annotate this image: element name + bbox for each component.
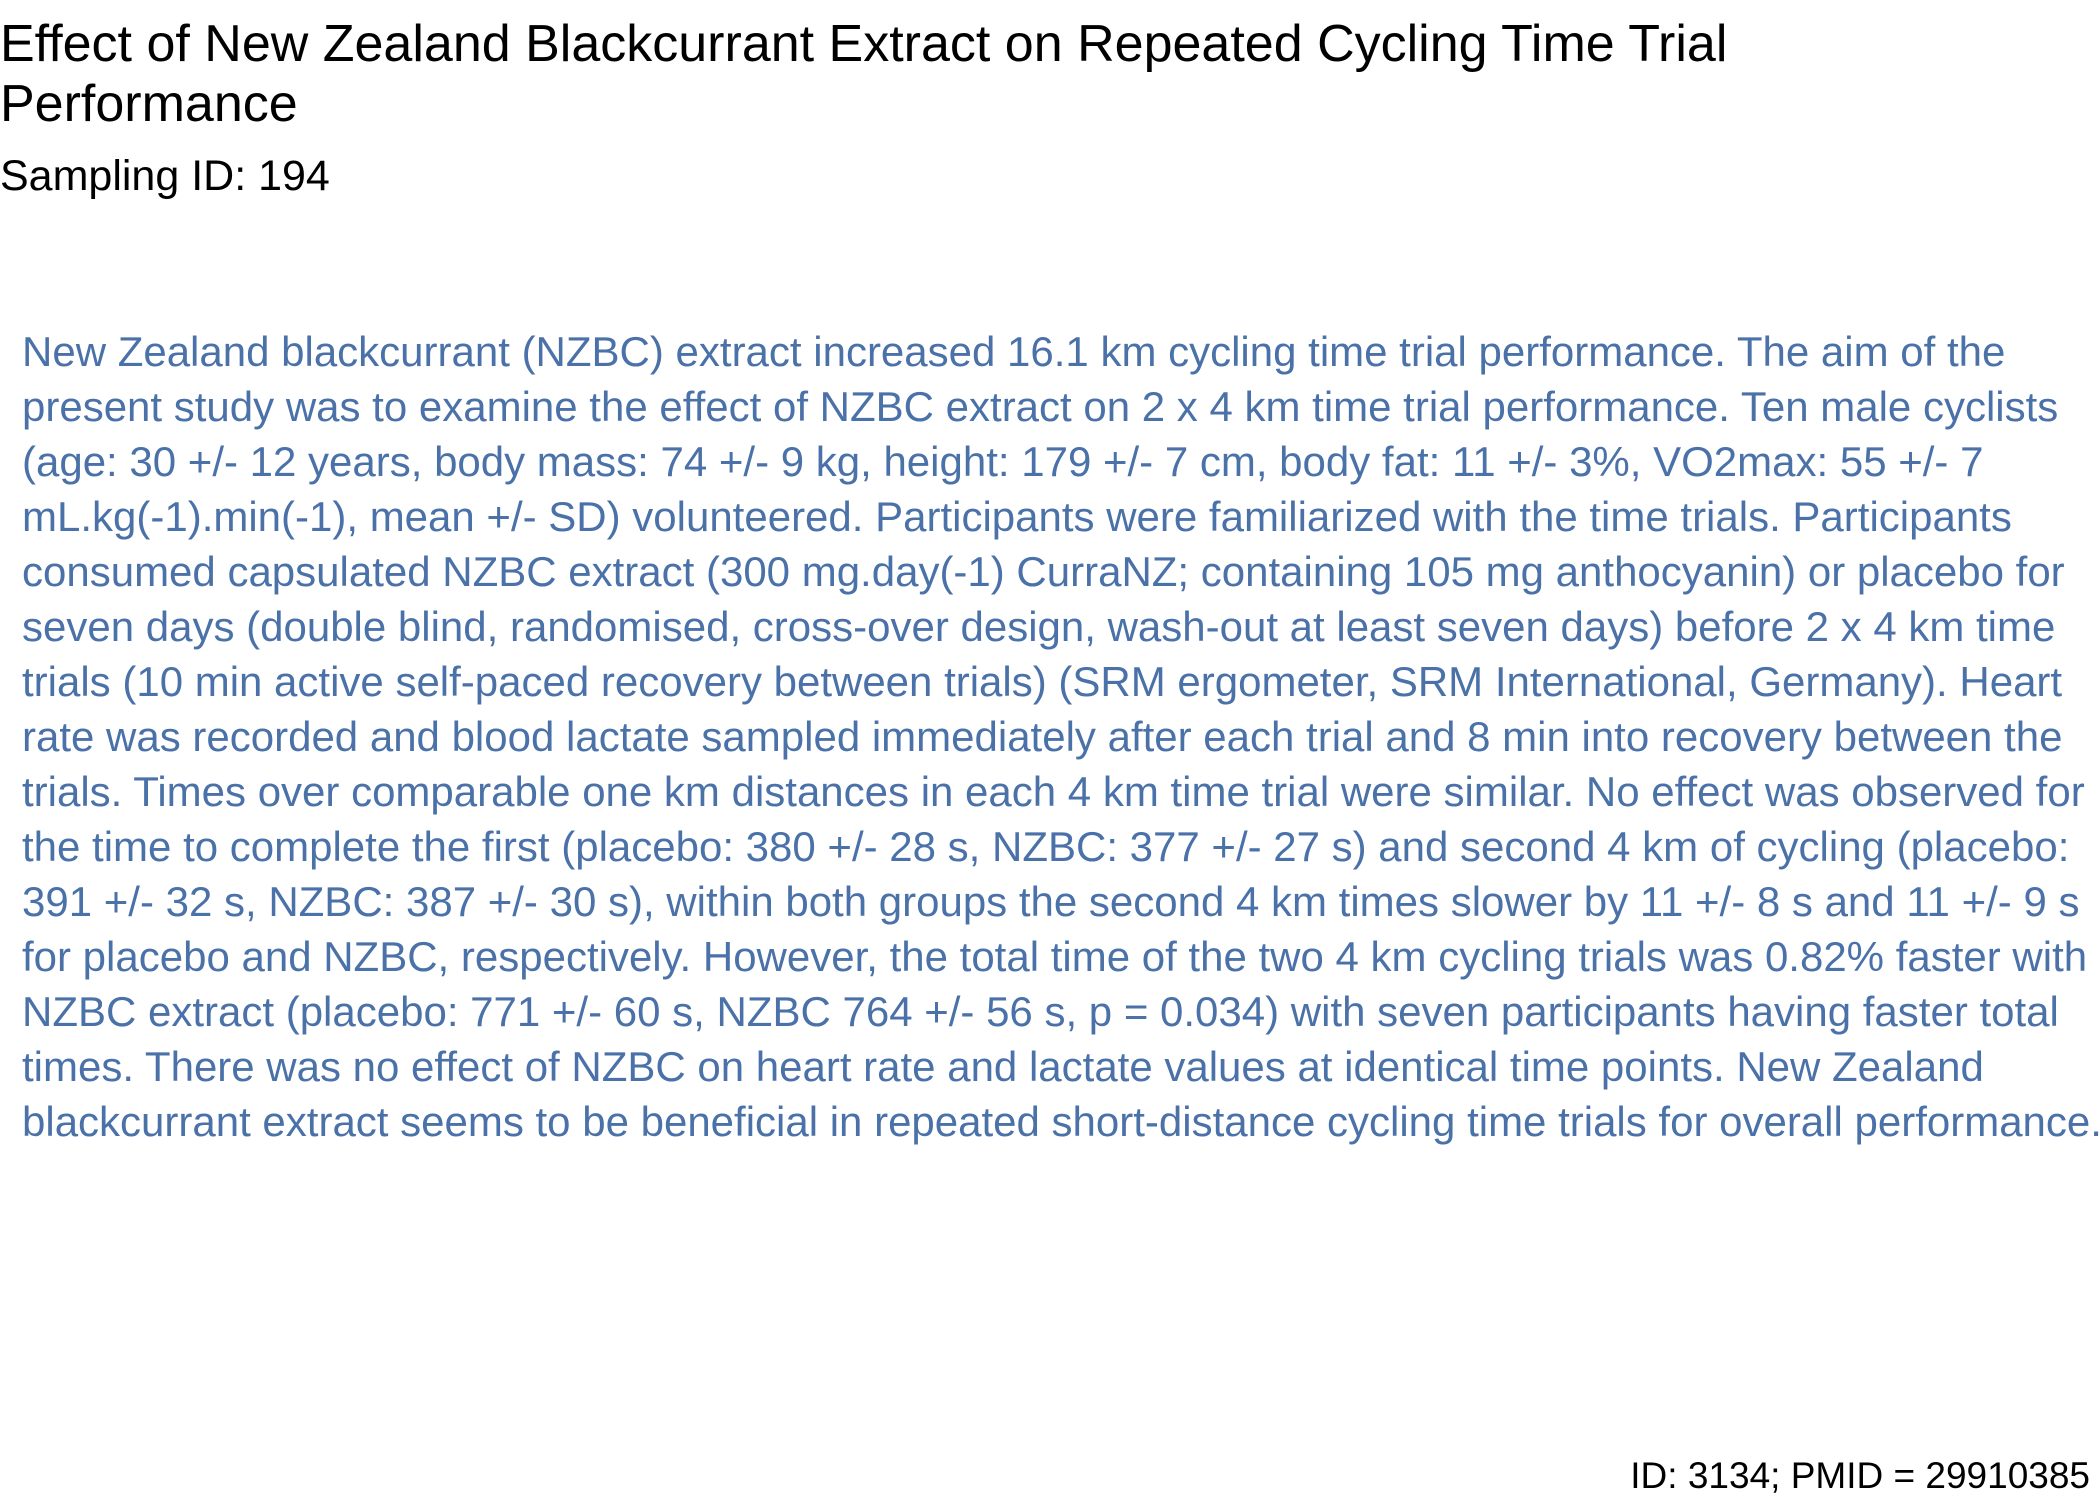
abstract-text: New Zealand blackcurrant (NZBC) extract … — [22, 328, 2100, 1145]
document-id-footer: ID: 3134; PMID = 29910385 — [1630, 1455, 2090, 1496]
sampling-id: Sampling ID: 194 — [0, 152, 330, 200]
document-title: Effect of New Zealand Blackcurrant Extra… — [0, 15, 1728, 133]
